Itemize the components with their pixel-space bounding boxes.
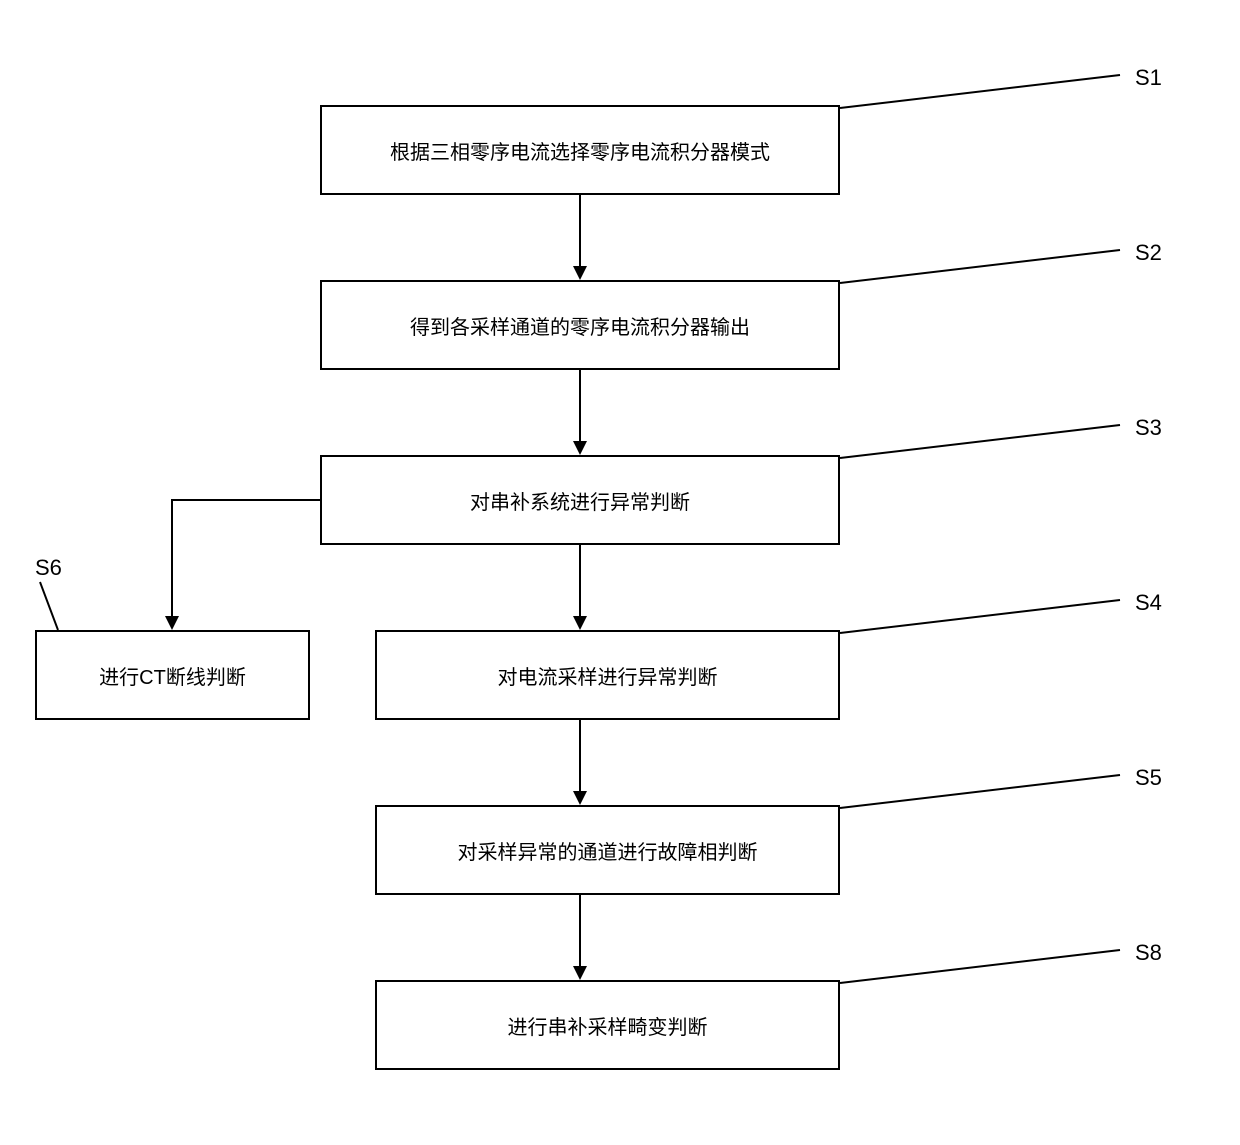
node-s6: 进行CT断线判断 (35, 630, 310, 720)
edge-s5-s8 (579, 895, 581, 967)
node-s2: 得到各采样通道的零序电流积分器输出 (320, 280, 840, 370)
node-s3-text: 对串补系统进行异常判断 (470, 486, 690, 515)
edge-s3-s6-v (171, 499, 173, 617)
edge-s3-s6-h (172, 499, 320, 501)
arrowhead-s1-s2 (573, 266, 587, 280)
node-s4-text: 对电流采样进行异常判断 (498, 661, 718, 690)
label-s4: S4 (1135, 590, 1162, 616)
arrowhead-s3-s4 (573, 616, 587, 630)
label-s8: S8 (1135, 940, 1162, 966)
arrowhead-s2-s3 (573, 441, 587, 455)
flowchart-container: 根据三相零序电流选择零序电流积分器模式 S1 得到各采样通道的零序电流积分器输出… (0, 0, 1240, 1145)
node-s3: 对串补系统进行异常判断 (320, 455, 840, 545)
node-s5-text: 对采样异常的通道进行故障相判断 (458, 836, 758, 865)
node-s1-text: 根据三相零序电流选择零序电流积分器模式 (390, 136, 770, 165)
arrowhead-s3-s6 (165, 616, 179, 630)
edge-s3-s4 (579, 545, 581, 617)
node-s1: 根据三相零序电流选择零序电流积分器模式 (320, 105, 840, 195)
edge-s2-s3 (579, 370, 581, 442)
label-s1: S1 (1135, 65, 1162, 91)
arrowhead-s5-s8 (573, 966, 587, 980)
label-s2: S2 (1135, 240, 1162, 266)
edge-s1-s2 (579, 195, 581, 267)
node-s8-text: 进行串补采样畸变判断 (508, 1011, 708, 1040)
label-s3: S3 (1135, 415, 1162, 441)
node-s2-text: 得到各采样通道的零序电流积分器输出 (410, 311, 750, 340)
label-s5: S5 (1135, 765, 1162, 791)
node-s5: 对采样异常的通道进行故障相判断 (375, 805, 840, 895)
label-s6: S6 (35, 555, 62, 581)
arrowhead-s4-s5 (573, 791, 587, 805)
edge-s4-s5 (579, 720, 581, 792)
node-s8: 进行串补采样畸变判断 (375, 980, 840, 1070)
node-s6-text: 进行CT断线判断 (99, 661, 246, 690)
node-s4: 对电流采样进行异常判断 (375, 630, 840, 720)
